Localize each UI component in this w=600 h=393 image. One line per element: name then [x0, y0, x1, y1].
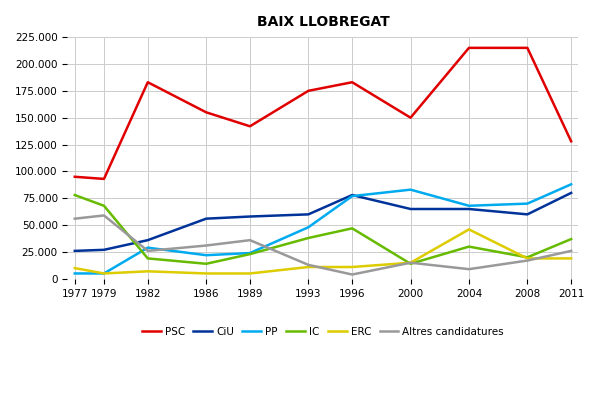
PP	[71, 271, 79, 276]
CiU	[305, 212, 312, 217]
PSC	[203, 110, 210, 115]
PP	[144, 245, 151, 250]
CiU	[466, 207, 473, 211]
Altres candidatures	[568, 248, 575, 253]
IC	[466, 244, 473, 249]
PSC	[466, 46, 473, 50]
ERC	[524, 256, 531, 261]
ERC	[466, 227, 473, 232]
Altres candidatures	[71, 216, 79, 221]
PSC	[349, 80, 356, 84]
Line: Altres candidatures: Altres candidatures	[75, 215, 571, 275]
Altres candidatures	[203, 243, 210, 248]
ERC	[144, 269, 151, 274]
ERC	[71, 266, 79, 270]
CiU	[100, 248, 107, 252]
PP	[407, 187, 414, 192]
Altres candidatures	[144, 248, 151, 253]
Altres candidatures	[305, 263, 312, 267]
IC	[407, 261, 414, 266]
CiU	[203, 216, 210, 221]
CiU	[71, 248, 79, 253]
CiU	[524, 212, 531, 217]
CiU	[568, 191, 575, 195]
ERC	[203, 271, 210, 276]
PSC	[524, 46, 531, 50]
PP	[100, 271, 107, 276]
CiU	[144, 238, 151, 242]
ERC	[407, 260, 414, 265]
IC	[203, 261, 210, 266]
PSC	[71, 174, 79, 179]
PP	[466, 204, 473, 208]
Line: PSC: PSC	[75, 48, 571, 179]
PP	[247, 251, 254, 255]
ERC	[349, 264, 356, 269]
Line: CiU: CiU	[75, 193, 571, 251]
PSC	[247, 124, 254, 129]
ERC	[305, 264, 312, 269]
ERC	[247, 271, 254, 276]
CiU	[247, 214, 254, 219]
PP	[524, 201, 531, 206]
Line: ERC: ERC	[75, 230, 571, 274]
Title: BAIX LLOBREGAT: BAIX LLOBREGAT	[257, 15, 389, 29]
PSC	[407, 115, 414, 120]
PSC	[568, 139, 575, 144]
CiU	[349, 193, 356, 197]
IC	[524, 255, 531, 260]
IC	[71, 193, 79, 197]
IC	[349, 226, 356, 231]
Altres candidatures	[524, 258, 531, 263]
IC	[568, 237, 575, 241]
PP	[203, 253, 210, 257]
Line: IC: IC	[75, 195, 571, 264]
PP	[568, 182, 575, 187]
ERC	[100, 271, 107, 276]
Altres candidatures	[349, 272, 356, 277]
IC	[305, 236, 312, 241]
ERC	[568, 256, 575, 261]
PP	[305, 225, 312, 230]
PSC	[144, 80, 151, 84]
CiU	[407, 207, 414, 211]
IC	[100, 204, 107, 208]
IC	[247, 252, 254, 257]
Altres candidatures	[466, 267, 473, 272]
PSC	[100, 176, 107, 181]
Altres candidatures	[100, 213, 107, 218]
Line: PP: PP	[75, 184, 571, 274]
Legend: PSC, CiU, PP, IC, ERC, Altres candidatures: PSC, CiU, PP, IC, ERC, Altres candidatur…	[137, 323, 508, 341]
Altres candidatures	[247, 238, 254, 242]
Altres candidatures	[407, 260, 414, 265]
PP	[349, 194, 356, 198]
PSC	[305, 88, 312, 93]
IC	[144, 256, 151, 261]
